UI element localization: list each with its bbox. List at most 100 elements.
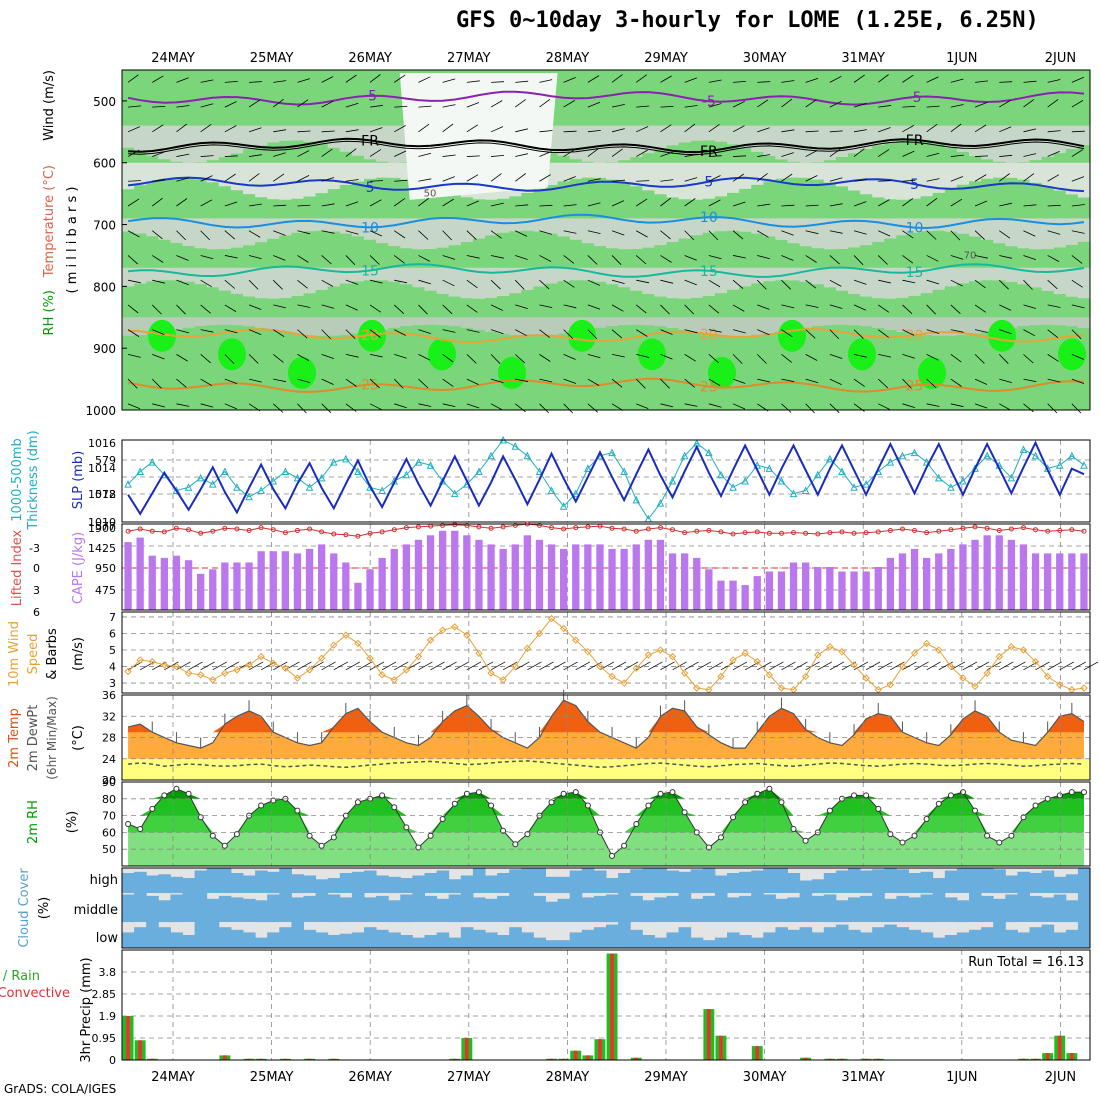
li-point bbox=[1081, 528, 1087, 534]
wind10m-barb bbox=[829, 661, 845, 671]
precip-convective-bar bbox=[803, 1057, 808, 1060]
wind-barb bbox=[539, 151, 552, 157]
rh-point bbox=[318, 842, 325, 849]
cape-bar bbox=[777, 571, 786, 610]
isotherm-label: 20 bbox=[700, 327, 718, 343]
wind-barb bbox=[563, 230, 577, 234]
isotherm-label: 15 bbox=[700, 264, 718, 280]
wind-barb bbox=[466, 80, 480, 83]
rh-point bbox=[584, 802, 591, 809]
wind-barb bbox=[272, 279, 283, 290]
cloud-cell-middle bbox=[206, 898, 220, 922]
wind-barb bbox=[152, 75, 164, 83]
wind-barb bbox=[902, 255, 914, 264]
cloud-cell-low bbox=[545, 940, 559, 948]
wind-barb bbox=[1023, 354, 1034, 364]
wind-barb bbox=[297, 304, 311, 308]
cloud-cell-high bbox=[811, 879, 825, 894]
cloud-cell-low bbox=[932, 937, 946, 948]
wind-speed-point bbox=[136, 656, 144, 664]
thickness-point bbox=[378, 486, 386, 494]
wind-barb bbox=[563, 176, 576, 182]
wind-barb bbox=[1071, 329, 1082, 340]
cloud-panel-frame bbox=[121, 867, 1091, 949]
rh-tick: 70 bbox=[102, 810, 116, 823]
cloud-cell-low bbox=[727, 932, 740, 948]
thickness-point bbox=[172, 486, 181, 494]
wind-barb bbox=[224, 173, 236, 182]
wind-barb bbox=[394, 353, 407, 359]
wind-barb bbox=[345, 129, 359, 133]
isotherm-25 bbox=[127, 377, 1085, 394]
wind-barb bbox=[563, 304, 577, 309]
wind-barb bbox=[466, 200, 479, 207]
wind-barb bbox=[1023, 173, 1035, 182]
wind10m-barb bbox=[865, 661, 881, 671]
precip-ylabel-3: 3hr Precip (mm) bbox=[79, 957, 94, 1062]
wind-barb bbox=[1047, 378, 1061, 383]
thickness-point bbox=[475, 467, 483, 476]
wind10m-barb bbox=[757, 661, 772, 671]
wind-barb bbox=[853, 304, 867, 311]
wind-barb bbox=[708, 378, 721, 386]
li-point bbox=[222, 525, 228, 531]
wind-barb bbox=[1023, 128, 1037, 133]
rh-point bbox=[294, 807, 301, 814]
wind-barb bbox=[297, 99, 309, 108]
cape-bar bbox=[584, 544, 592, 610]
wind-barb bbox=[394, 150, 407, 157]
cloud-cell-high bbox=[255, 870, 268, 893]
precip-convective-bar bbox=[223, 1055, 227, 1060]
wind-ylabel-2: Speed bbox=[26, 634, 41, 675]
cloud-cell-low bbox=[194, 922, 208, 948]
cloud-cell-middle bbox=[497, 895, 510, 922]
wind-barb bbox=[442, 104, 456, 108]
thickness-point bbox=[765, 464, 774, 472]
wind-barb bbox=[950, 255, 964, 260]
date-label-top: 29MAY bbox=[644, 51, 688, 66]
precip-convective-bar bbox=[126, 1016, 130, 1060]
wind-barb bbox=[733, 81, 747, 83]
temp-panel-frame bbox=[121, 694, 1091, 781]
li-point bbox=[960, 525, 966, 531]
wind-barb bbox=[1071, 255, 1083, 264]
wind-tick: 3 bbox=[109, 677, 116, 690]
rh-point bbox=[681, 809, 688, 816]
wind-barb bbox=[660, 151, 673, 157]
wind-barb bbox=[152, 329, 165, 335]
wind-barb bbox=[587, 403, 598, 413]
wind-barb bbox=[926, 279, 940, 285]
wind-barb bbox=[950, 123, 962, 133]
cloud-cell-middle bbox=[291, 897, 304, 922]
wind-speed-point bbox=[753, 657, 761, 666]
wind-barb bbox=[297, 230, 311, 235]
cloud-cell-low bbox=[739, 935, 752, 948]
wind-barb bbox=[369, 127, 383, 133]
li-point bbox=[452, 522, 458, 528]
date-label-top: 27MAY bbox=[447, 51, 491, 66]
cloud-cell-low bbox=[884, 924, 897, 948]
precip-convective-bar bbox=[586, 1055, 590, 1060]
wind-barb bbox=[563, 378, 577, 384]
rh-moist-patch bbox=[218, 338, 246, 371]
cloud-cell-high bbox=[472, 868, 486, 893]
wind-barb bbox=[660, 378, 670, 389]
wind-barb bbox=[345, 102, 359, 108]
rh-point bbox=[705, 844, 712, 851]
wind-barb bbox=[490, 255, 504, 259]
wind-speed-point bbox=[196, 671, 205, 679]
rh-point bbox=[863, 792, 870, 799]
cloud-cell-high bbox=[956, 868, 970, 893]
thickness-point bbox=[1080, 461, 1088, 469]
cape-bar bbox=[802, 562, 810, 610]
wind-barb bbox=[853, 378, 865, 387]
wind-speed-point bbox=[947, 662, 955, 671]
wind-barb bbox=[708, 79, 722, 83]
precip-convective-bar bbox=[1021, 1058, 1026, 1060]
cape-bar bbox=[160, 557, 168, 610]
cloud-cell-high bbox=[884, 868, 897, 893]
wind-barb bbox=[684, 153, 698, 157]
cloud-row-label: middle bbox=[74, 903, 118, 918]
wind-barb bbox=[369, 353, 383, 358]
cloud-cell-middle bbox=[944, 897, 958, 922]
